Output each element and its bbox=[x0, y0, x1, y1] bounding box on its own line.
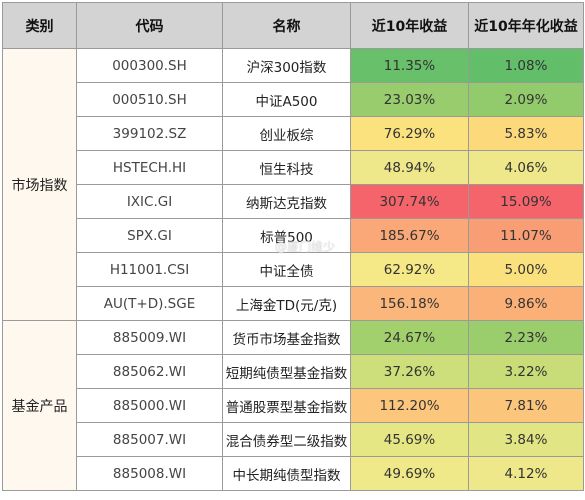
header-10y-return: 近10年收益 bbox=[350, 2, 469, 49]
table-row: AU(T+D).SGE 上海金TD(元/克) 156.18% 9.86% bbox=[3, 286, 584, 321]
header-name: 名称 bbox=[222, 2, 351, 49]
annualized-return-cell: 3.84% bbox=[468, 422, 584, 457]
table-body: 市场指数 000300.SH 沪深300指数 11.35% 1.08% 000510.SH… bbox=[2, 48, 584, 491]
table-row: SPX.GI 标普500 185.67% 11.07% bbox=[3, 218, 584, 253]
table-row: 000510.SH 中证A500 23.03% 2.09% bbox=[3, 82, 584, 117]
code-cell: IXIC.GI bbox=[76, 184, 223, 219]
ten-year-return-cell: 45.69% bbox=[350, 422, 469, 457]
annualized-return-cell: 11.07% bbox=[468, 218, 584, 253]
table-row: 885008.WI 中长期纯债型指数 49.69% 4.12% bbox=[3, 456, 584, 491]
code-cell: 000510.SH bbox=[76, 82, 223, 117]
header-category: 类别 bbox=[2, 2, 77, 49]
table-row: HSTECH.HI 恒生科技 48.94% 4.06% bbox=[3, 150, 584, 185]
name-cell: 纳斯达克指数 bbox=[222, 184, 351, 219]
code-cell: 000300.SH bbox=[76, 48, 223, 83]
code-cell: 885007.WI bbox=[76, 422, 223, 457]
table-header-row: 类别 代码 名称 近10年收益 近10年年化收益 bbox=[2, 2, 584, 49]
code-cell: SPX.GI bbox=[76, 218, 223, 253]
code-cell: 885008.WI bbox=[76, 456, 223, 491]
annualized-return-cell: 7.81% bbox=[468, 388, 584, 423]
annualized-return-cell: 3.22% bbox=[468, 354, 584, 389]
header-10y-annualized-return: 近10年年化收益 bbox=[468, 2, 584, 49]
table-row: H11001.CSI 中证全债 62.92% 5.00% bbox=[3, 252, 584, 287]
annualized-return-cell: 15.09% bbox=[468, 184, 584, 219]
ten-year-return-cell: 23.03% bbox=[350, 82, 469, 117]
ten-year-return-cell: 62.92% bbox=[350, 252, 469, 287]
annualized-return-cell: 4.12% bbox=[468, 456, 584, 491]
code-cell: HSTECH.HI bbox=[76, 150, 223, 185]
category-cell: 基金产品 bbox=[2, 320, 77, 491]
name-cell: 标普500 bbox=[222, 218, 351, 253]
ten-year-return-cell: 112.20% bbox=[350, 388, 469, 423]
code-cell: 885000.WI bbox=[76, 388, 223, 423]
ten-year-return-cell: 76.29% bbox=[350, 116, 469, 151]
annualized-return-cell: 1.08% bbox=[468, 48, 584, 83]
ten-year-return-cell: 11.35% bbox=[350, 48, 469, 83]
annualized-return-cell: 2.23% bbox=[468, 320, 584, 355]
code-cell: H11001.CSI bbox=[76, 252, 223, 287]
name-cell: 短期纯债型基金指数 bbox=[222, 354, 351, 389]
header-code: 代码 bbox=[76, 2, 223, 49]
name-cell: 恒生科技 bbox=[222, 150, 351, 185]
ten-year-return-cell: 24.67% bbox=[350, 320, 469, 355]
returns-table: 类别 代码 名称 近10年收益 近10年年化收益 市场指数 000300.SH 沪深… bbox=[2, 2, 584, 491]
ten-year-return-cell: 37.26% bbox=[350, 354, 469, 389]
annualized-return-cell: 4.06% bbox=[468, 150, 584, 185]
table-row: 885062.WI 短期纯债型基金指数 37.26% 3.22% bbox=[3, 354, 584, 389]
code-cell: 885062.WI bbox=[76, 354, 223, 389]
table-row: 399102.SZ 创业板综 76.29% 5.83% bbox=[3, 116, 584, 151]
ten-year-return-cell: 185.67% bbox=[350, 218, 469, 253]
annualized-return-cell: 5.83% bbox=[468, 116, 584, 151]
name-cell: 中长期纯债型指数 bbox=[222, 456, 351, 491]
ten-year-return-cell: 48.94% bbox=[350, 150, 469, 185]
table-row: 基金产品 885009.WI 货币市场基金指数 24.67% 2.23% bbox=[2, 320, 584, 491]
ten-year-return-cell: 49.69% bbox=[350, 456, 469, 491]
annualized-return-cell: 9.86% bbox=[468, 286, 584, 321]
name-cell: 上海金TD(元/克) bbox=[222, 286, 351, 321]
ten-year-return-cell: 156.18% bbox=[350, 286, 469, 321]
name-cell: 货币市场基金指数 bbox=[222, 320, 351, 355]
table-row: 885007.WI 混合债券型二级指数 45.69% 3.84% bbox=[3, 422, 584, 457]
table-row: 885000.WI 普通股票型基金指数 112.20% 7.81% bbox=[3, 388, 584, 423]
name-cell: 混合债券型二级指数 bbox=[222, 422, 351, 457]
code-cell: 885009.WI bbox=[76, 320, 223, 355]
annualized-return-cell: 5.00% bbox=[468, 252, 584, 287]
name-cell: 中证A500 bbox=[222, 82, 351, 117]
name-cell: 沪深300指数 bbox=[222, 48, 351, 83]
name-cell: 中证全债 bbox=[222, 252, 351, 287]
category-cell: 市场指数 bbox=[2, 48, 77, 321]
name-cell: 创业板综 bbox=[222, 116, 351, 151]
ten-year-return-cell: 307.74% bbox=[350, 184, 469, 219]
table-row: 市场指数 000300.SH 沪深300指数 11.35% 1.08% bbox=[2, 48, 584, 321]
code-cell: AU(T+D).SGE bbox=[76, 286, 223, 321]
annualized-return-cell: 2.09% bbox=[468, 82, 584, 117]
table-row: IXIC.GI 纳斯达克指数 307.74% 15.09% bbox=[3, 184, 584, 219]
name-cell: 普通股票型基金指数 bbox=[222, 388, 351, 423]
code-cell: 399102.SZ bbox=[76, 116, 223, 151]
